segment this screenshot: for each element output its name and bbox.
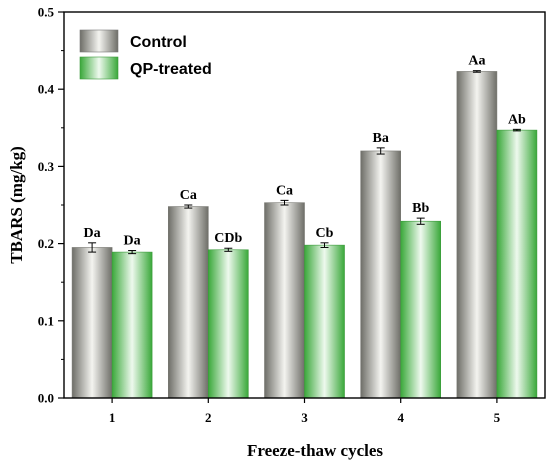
data-label-control-cycle-2: Ca — [180, 188, 197, 203]
error-bar-qp-treated-cycle-1 — [128, 250, 137, 255]
bar-control-cycle-5 — [456, 71, 498, 399]
bar-control-cycle-1 — [71, 247, 113, 399]
y-tick-label-0-2: 0.2 — [38, 236, 54, 251]
y-tick-label-0-5: 0.5 — [38, 5, 55, 20]
error-bar-qp-treated-cycle-5 — [512, 128, 521, 132]
bars-layer — [71, 71, 538, 399]
error-bar-qp-treated-cycle-2 — [224, 247, 233, 252]
y-tick-label-0-0: 0.0 — [38, 391, 54, 406]
error-bar-qp-treated-cycle-4 — [416, 217, 425, 225]
x-tick-label-5: 5 — [494, 410, 501, 425]
error-bar-qp-treated-cycle-3 — [320, 242, 329, 248]
data-label-qp-treated-cycle-5: Ab — [508, 112, 526, 127]
bar-control-cycle-2 — [168, 206, 209, 399]
data-labels-layer: Da Da Ca CDb Ca Cb Ba Bb Aa Ab — [84, 54, 527, 249]
x-tick-label-4: 4 — [397, 410, 404, 425]
data-label-control-cycle-5: Aa — [468, 54, 485, 69]
x-tick-label-3: 3 — [301, 410, 308, 425]
legend-swatch-control — [79, 29, 119, 53]
y-axis-title: TBARS (mg/kg) — [7, 146, 26, 264]
error-bar-control-cycle-5 — [472, 70, 481, 73]
legend-swatch-qp-treated — [79, 56, 119, 80]
data-label-control-cycle-3: Ca — [276, 183, 293, 198]
data-label-qp-treated-cycle-2: CDb — [214, 231, 242, 246]
data-label-qp-treated-cycle-3: Cb — [316, 226, 334, 241]
data-label-control-cycle-1: Da — [84, 226, 101, 241]
bar-qp-treated-cycle-1 — [111, 251, 153, 399]
data-label-control-cycle-4: Ba — [373, 131, 389, 146]
data-label-qp-treated-cycle-4: Bb — [412, 201, 429, 216]
error-bars-layer — [88, 70, 521, 255]
y-tick-label-0-1: 0.1 — [38, 313, 54, 328]
data-label-qp-treated-cycle-1: Da — [124, 234, 141, 249]
x-axis-title: Freeze-thaw cycles — [247, 441, 383, 460]
axes-layer: 1 2 3 4 5 0.0 0.1 0.2 0.3 0.4 0.5 — [38, 5, 501, 426]
x-tick-label-1: 1 — [109, 410, 116, 425]
error-bar-control-cycle-2 — [184, 204, 193, 209]
legend-label-qp-treated: QP-treated — [130, 61, 212, 78]
bar-qp-treated-cycle-4 — [400, 220, 442, 399]
bar-control-cycle-3 — [264, 202, 305, 399]
x-tick-label-2: 2 — [205, 410, 212, 425]
legend-label-control: Control — [130, 34, 187, 51]
y-tick-label-0-3: 0.3 — [38, 159, 55, 174]
error-bar-control-cycle-1 — [88, 242, 97, 253]
error-bar-control-cycle-4 — [376, 147, 385, 155]
bar-control-cycle-4 — [360, 150, 402, 399]
error-bar-control-cycle-3 — [280, 199, 289, 206]
bar-qp-treated-cycle-2 — [208, 249, 249, 399]
bar-qp-treated-cycle-5 — [496, 129, 538, 399]
bar-qp-treated-cycle-3 — [304, 244, 345, 399]
legend: Control QP-treated — [79, 29, 212, 80]
y-tick-label-0-4: 0.4 — [38, 82, 55, 97]
